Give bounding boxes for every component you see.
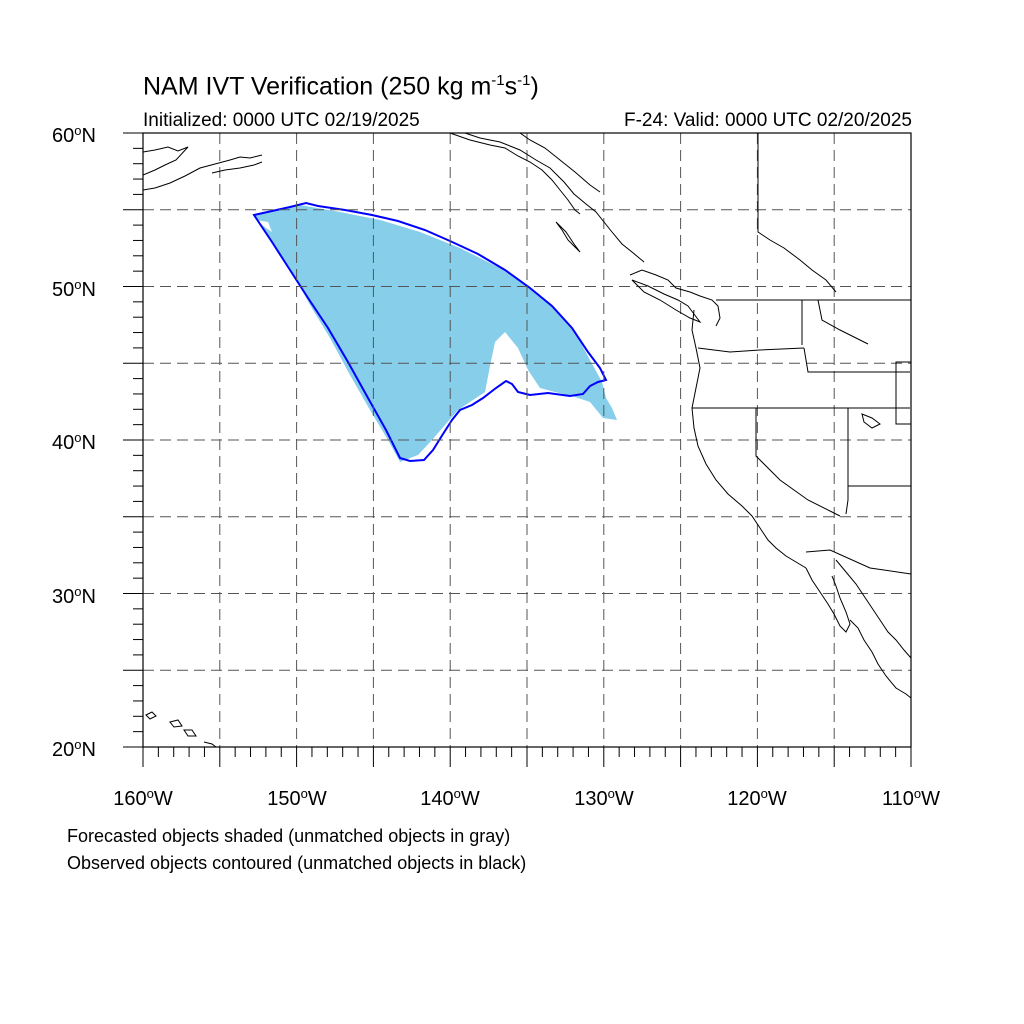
lon-label-150w: 150oW [267,786,327,810]
chart-title: NAM IVT Verification (250 kg m-1s-1) [143,72,539,101]
axis-ticks [123,132,912,767]
lat-label-20: 20oN [52,737,96,761]
lat-label-60: 60oN [52,123,96,147]
lon-label-140w: 140oW [420,786,480,810]
lat-label-40: 40oN [52,430,96,454]
valid-time: F-24: Valid: 0000 UTC 02/20/2025 [624,110,912,131]
initialized-time: Initialized: 0000 UTC 02/19/2025 [143,110,420,131]
lon-label-130w: 130oW [574,786,634,810]
lat-label-30: 30oN [52,584,96,608]
caption-observed: Observed objects contoured (unmatched ob… [67,853,527,873]
caption-forecast: Forecasted objects shaded (unmatched obj… [67,826,511,846]
lon-label-160w: 160oW [113,786,173,810]
coastlines [143,133,911,747]
observed-object-contour [252,201,608,463]
lon-label-120w: 120oW [727,786,787,810]
lat-label-50: 50oN [52,277,96,301]
graticule [143,133,911,747]
forecast-object [254,205,617,462]
lon-label-110w: 110oW [881,786,941,810]
